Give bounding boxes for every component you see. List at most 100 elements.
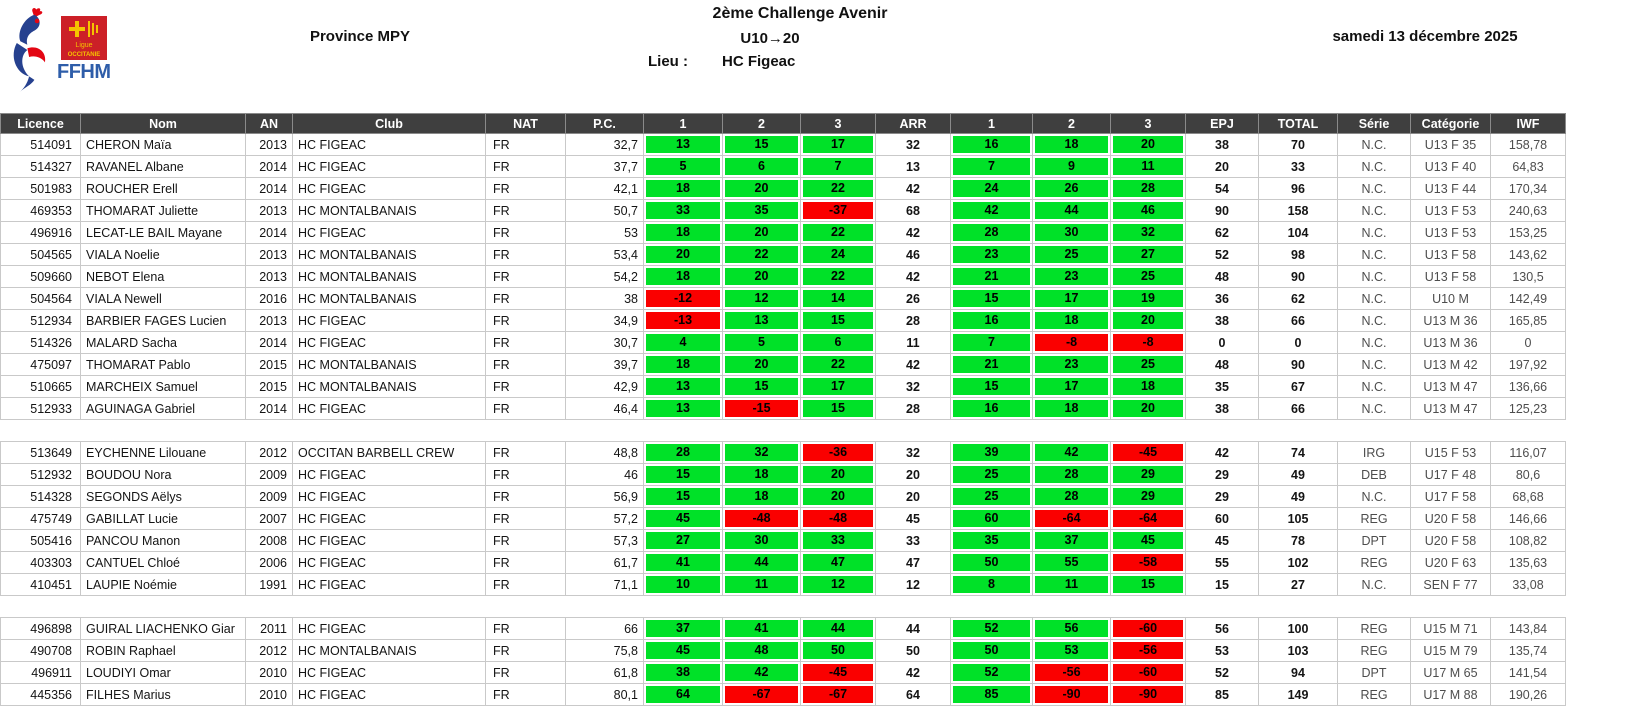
attempt-value: 16 xyxy=(953,312,1030,329)
cleanjerk-attempt-3: -64 xyxy=(1110,507,1186,530)
attempt-value: -90 xyxy=(1035,686,1108,703)
snatch-attempt-2: 30 xyxy=(722,529,801,552)
cell-an: 2012 xyxy=(245,639,293,662)
cell-iwf: 80,6 xyxy=(1490,463,1566,486)
cell-nom: CANTUEL Chloé xyxy=(80,551,246,574)
attempt-value: 28 xyxy=(1035,488,1108,505)
attempt-value: 25 xyxy=(1113,268,1183,285)
cell-an: 2014 xyxy=(245,155,293,178)
cleanjerk-attempt-1: 50 xyxy=(950,551,1033,574)
cell-pc: 46,4 xyxy=(565,397,644,420)
attempt-value: 15 xyxy=(725,378,798,395)
attempt-value: 22 xyxy=(803,356,873,373)
attempt-value: 60 xyxy=(953,510,1030,527)
snatch-attempt-1: 20 xyxy=(643,243,723,266)
cell-nom: THOMARAT Juliette xyxy=(80,199,246,222)
cell-nom: NEBOT Elena xyxy=(80,265,246,288)
cell-total: 90 xyxy=(1258,353,1338,376)
snatch-attempt-3: 14 xyxy=(800,287,876,310)
attempt-value: 6 xyxy=(725,158,798,175)
col-header-pc: P.C. xyxy=(565,113,644,134)
cell-snatch-best: 42 xyxy=(875,221,951,244)
cell-nat: FR xyxy=(485,199,566,222)
cell-serie: REG xyxy=(1337,683,1411,706)
cell-club: HC FIGEAC xyxy=(292,617,486,640)
snatch-attempt-1: 18 xyxy=(643,353,723,376)
cell-nat: FR xyxy=(485,463,566,486)
cell-total: 66 xyxy=(1258,397,1338,420)
attempt-value: 44 xyxy=(725,554,798,571)
col-header-categorie: Catégorie xyxy=(1410,113,1491,134)
cell-pc: 53,4 xyxy=(565,243,644,266)
attempt-value: 53 xyxy=(1035,642,1108,659)
cell-cleanjerk-best: 52 xyxy=(1185,661,1259,684)
attempt-value: -48 xyxy=(725,510,798,527)
attempt-value: 35 xyxy=(725,202,798,219)
snatch-attempt-1: 15 xyxy=(643,485,723,508)
cell-categorie: U13 M 36 xyxy=(1410,309,1491,332)
cleanjerk-attempt-3: 11 xyxy=(1110,155,1186,178)
cell-cleanjerk-best: 38 xyxy=(1185,397,1259,420)
cell-iwf: 130,5 xyxy=(1490,265,1566,288)
table-row: 510665 MARCHEIX Samuel 2015 HC MONTALBANAIS… xyxy=(0,375,1566,398)
attempt-value: 6 xyxy=(803,334,873,351)
snatch-attempt-2: 41 xyxy=(722,617,801,640)
cell-categorie: U15 M 79 xyxy=(1410,639,1491,662)
snatch-attempt-3: 22 xyxy=(800,177,876,200)
snatch-attempt-3: -67 xyxy=(800,683,876,706)
cleanjerk-attempt-2: 53 xyxy=(1032,639,1111,662)
cell-nat: FR xyxy=(485,507,566,530)
cell-club: HC MONTALBANAIS xyxy=(292,639,486,662)
cleanjerk-attempt-3: 29 xyxy=(1110,485,1186,508)
cleanjerk-attempt-2: 28 xyxy=(1032,485,1111,508)
cell-an: 2008 xyxy=(245,529,293,552)
cell-nat: FR xyxy=(485,639,566,662)
cell-pc: 48,8 xyxy=(565,441,644,464)
cell-iwf: 165,85 xyxy=(1490,309,1566,332)
cell-cleanjerk-best: 53 xyxy=(1185,639,1259,662)
snatch-attempt-1: 41 xyxy=(643,551,723,574)
cell-total: 0 xyxy=(1258,331,1338,354)
attempt-value: 24 xyxy=(803,246,873,263)
attempt-value: 25 xyxy=(953,488,1030,505)
snatch-attempt-1: 38 xyxy=(643,661,723,684)
cell-categorie: U15 F 53 xyxy=(1410,441,1491,464)
cell-club: HC FIGEAC xyxy=(292,573,486,596)
cleanjerk-attempt-1: 35 xyxy=(950,529,1033,552)
snatch-attempt-2: 11 xyxy=(722,573,801,596)
cell-nat: FR xyxy=(485,133,566,156)
cleanjerk-attempt-2: 18 xyxy=(1032,133,1111,156)
cell-cleanjerk-best: 20 xyxy=(1185,155,1259,178)
cell-iwf: 108,82 xyxy=(1490,529,1566,552)
cell-nat: FR xyxy=(485,287,566,310)
cell-club: HC FIGEAC xyxy=(292,683,486,706)
snatch-attempt-2: 15 xyxy=(722,133,801,156)
cell-categorie: U13 M 47 xyxy=(1410,397,1491,420)
cleanjerk-attempt-2: 9 xyxy=(1032,155,1111,178)
cell-nom: ROBIN Raphael xyxy=(80,639,246,662)
attempt-value: 41 xyxy=(646,554,720,571)
competition-title: 2ème Challenge Avenir xyxy=(712,5,888,22)
cleanjerk-attempt-3: -90 xyxy=(1110,683,1186,706)
cleanjerk-attempt-3: 29 xyxy=(1110,463,1186,486)
cleanjerk-attempt-2: 26 xyxy=(1032,177,1111,200)
cleanjerk-attempt-2: 11 xyxy=(1032,573,1111,596)
attempt-value: -67 xyxy=(725,686,798,703)
cell-club: HC MONTALBANAIS xyxy=(292,243,486,266)
snatch-attempt-3: 44 xyxy=(800,617,876,640)
attempt-value: 15 xyxy=(646,488,720,505)
cell-licence: 504565 xyxy=(0,243,81,266)
cleanjerk-attempt-3: 19 xyxy=(1110,287,1186,310)
cell-nat: FR xyxy=(485,309,566,332)
attempt-value: 50 xyxy=(803,642,873,659)
cell-club: HC FIGEAC xyxy=(292,133,486,156)
table-row: 504564 VIALA Newell 2016 HC MONTALBANAIS FR 3… xyxy=(0,287,1566,310)
attempt-value: -60 xyxy=(1113,620,1183,637)
table-row: 512932 BOUDOU Nora 2009 HC FIGEAC FR 46 15 18 20… xyxy=(0,463,1566,486)
attempt-value: 16 xyxy=(953,136,1030,153)
col-header-cj-2: 2 xyxy=(1032,113,1111,134)
attempt-value: 45 xyxy=(646,642,720,659)
cell-nom: BARBIER FAGES Lucien xyxy=(80,309,246,332)
cell-iwf: 135,63 xyxy=(1490,551,1566,574)
table-row: 501983 ROUCHER Erell 2014 HC FIGEAC FR 42,1 18… xyxy=(0,177,1566,200)
